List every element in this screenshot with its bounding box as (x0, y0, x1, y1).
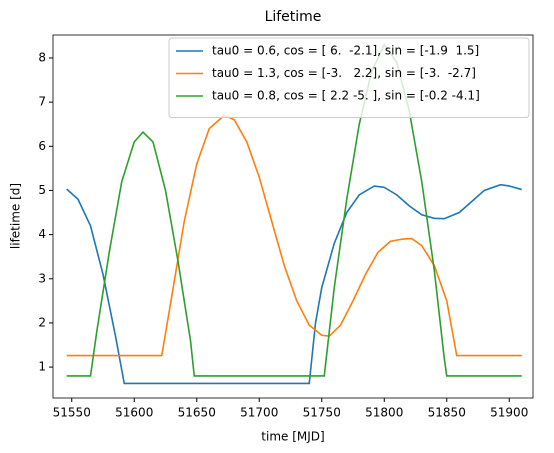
x-tick-label: 51600 (115, 406, 153, 420)
chart-title: Lifetime (265, 9, 322, 25)
line-series (66, 43, 522, 377)
x-tick-label: 51750 (303, 406, 341, 420)
x-tick-label: 51850 (428, 406, 466, 420)
legend-label: tau0 = 0.8, cos = [ 2.2 -5. ], sin = [-0… (212, 89, 480, 103)
y-axis-label: lifetime [d] (9, 183, 23, 249)
y-tick-label: 7 (38, 95, 46, 109)
legend-label: tau0 = 0.6, cos = [ 6. -2.1], sin = [-1.… (212, 44, 479, 58)
y-tick-label: 3 (38, 271, 46, 285)
y-tick-label: 6 (38, 139, 46, 153)
y-tick-label: 4 (38, 227, 46, 241)
legend-box (168, 37, 530, 118)
x-tick-label: 51550 (53, 406, 91, 420)
line-series (66, 183, 522, 385)
y-tick-label: 2 (38, 315, 46, 329)
x-tick-label: 51900 (490, 406, 528, 420)
y-tick-label: 1 (38, 360, 46, 374)
x-tick-label: 51700 (240, 406, 278, 420)
x-tick-label: 51800 (365, 406, 403, 420)
y-tick-label: 8 (38, 50, 46, 64)
y-tick-label: 5 (38, 183, 46, 197)
x-tick-label: 51650 (178, 406, 216, 420)
legend-label: tau0 = 1.3, cos = [-3. 2.2], sin = [-3. … (212, 66, 476, 80)
line-series (66, 114, 522, 357)
plot-frame (52, 34, 534, 399)
x-axis-label: time [MJD] (261, 430, 324, 444)
